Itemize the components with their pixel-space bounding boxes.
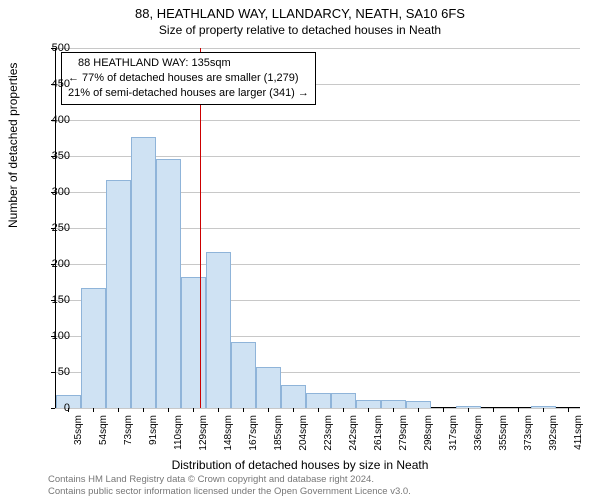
x-tick-label: 129sqm [198,415,209,455]
x-tick-label: 298sqm [423,415,434,455]
x-tick-label: 35sqm [73,415,84,455]
footer-line: Contains public sector information licen… [48,486,411,498]
histogram-bar [181,277,207,408]
histogram-bar [131,137,157,408]
x-tick-label: 336sqm [473,415,484,455]
x-tick-mark [218,408,219,412]
x-tick-mark [118,408,119,412]
x-tick-label: 91sqm [148,415,159,455]
y-tick-label: 150 [40,294,70,306]
histogram-bar [306,393,332,408]
x-tick-label: 242sqm [348,415,359,455]
histogram-bar [156,159,182,408]
x-tick-label: 204sqm [298,415,309,455]
x-tick-label: 73sqm [123,415,134,455]
y-tick-label: 350 [40,150,70,162]
x-tick-label: 373sqm [523,415,534,455]
x-tick-mark [343,408,344,412]
x-tick-mark [93,408,94,412]
x-tick-label: 411sqm [573,415,584,455]
y-tick-label: 0 [40,402,70,414]
page-title: 88, HEATHLAND WAY, LLANDARCY, NEATH, SA1… [0,0,600,21]
histogram-bar [281,385,307,408]
info-box-line: 88 HEATHLAND WAY: 135sqm [68,56,309,71]
footer-attribution: Contains HM Land Registry data © Crown c… [48,474,411,498]
x-tick-mark [293,408,294,412]
info-box: 88 HEATHLAND WAY: 135sqm← 77% of detache… [61,52,316,105]
x-tick-label: 392sqm [548,415,559,455]
histogram-bar [256,367,282,408]
x-tick-mark [268,408,269,412]
x-tick-label: 223sqm [323,415,334,455]
x-tick-mark [143,408,144,412]
x-tick-mark [493,408,494,412]
x-tick-label: 54sqm [98,415,109,455]
histogram-bar [231,342,257,408]
x-tick-label: 148sqm [223,415,234,455]
x-tick-label: 261sqm [373,415,384,455]
grid-line [55,120,580,121]
x-tick-mark [193,408,194,412]
histogram-bar [381,400,407,408]
footer-line: Contains HM Land Registry data © Crown c… [48,474,411,486]
histogram-bar [456,406,482,408]
histogram-bar [81,288,107,408]
histogram-bar [531,406,557,408]
histogram-bar [206,252,232,408]
x-tick-mark [168,408,169,412]
y-tick-label: 500 [40,42,70,54]
x-tick-label: 110sqm [173,415,184,455]
x-tick-mark [568,408,569,412]
x-tick-mark [518,408,519,412]
x-tick-mark [368,408,369,412]
y-tick-label: 400 [40,114,70,126]
histogram-bar [356,400,382,408]
x-tick-label: 167sqm [248,415,259,455]
x-axis-label: Distribution of detached houses by size … [0,458,600,472]
info-box-line: ← 77% of detached houses are smaller (1,… [68,71,309,86]
x-tick-label: 355sqm [498,415,509,455]
x-tick-mark [543,408,544,412]
grid-line [55,48,580,49]
y-tick-label: 50 [40,366,70,378]
info-box-line: 21% of semi-detached houses are larger (… [68,86,309,101]
x-tick-mark [243,408,244,412]
y-tick-label: 250 [40,222,70,234]
x-tick-label: 317sqm [448,415,459,455]
histogram-bar [406,401,432,408]
y-tick-label: 450 [40,78,70,90]
y-axis-label: Number of detached properties [6,63,20,228]
y-tick-label: 200 [40,258,70,270]
histogram-bar [106,180,132,408]
histogram-plot: 35sqm54sqm73sqm91sqm110sqm129sqm148sqm16… [55,48,580,408]
x-tick-mark [418,408,419,412]
chart-subtitle: Size of property relative to detached ho… [0,23,600,37]
x-tick-mark [318,408,319,412]
y-tick-label: 100 [40,330,70,342]
x-tick-label: 279sqm [398,415,409,455]
y-tick-label: 300 [40,186,70,198]
x-tick-label: 185sqm [273,415,284,455]
x-tick-mark [443,408,444,412]
x-tick-mark [393,408,394,412]
x-tick-mark [468,408,469,412]
histogram-bar [331,393,357,408]
